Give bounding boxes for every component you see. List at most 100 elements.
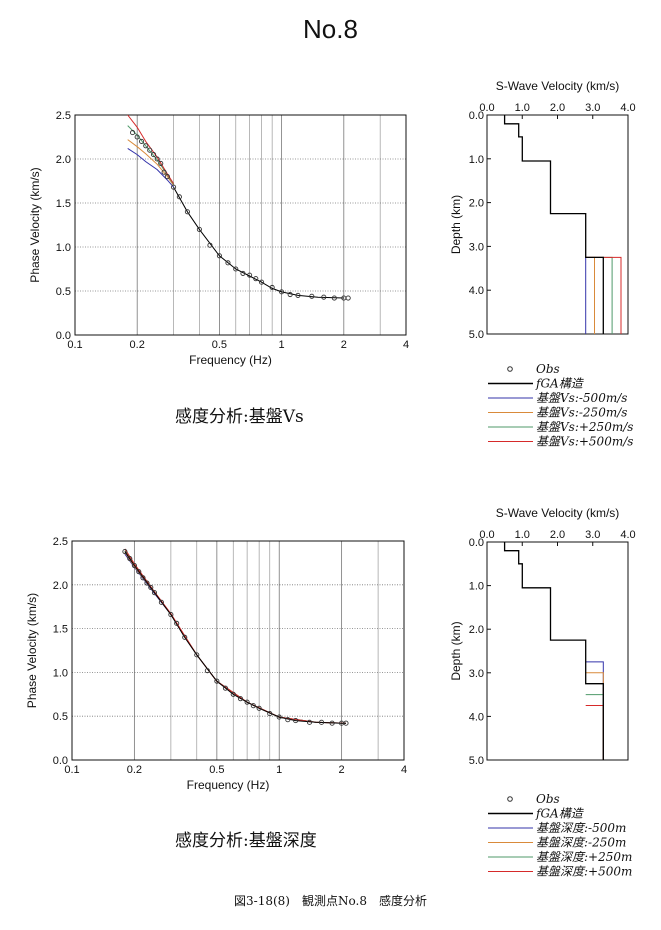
profile-variant-line bbox=[585, 256, 595, 334]
obs-point bbox=[233, 266, 239, 272]
series-line bbox=[124, 552, 347, 724]
y-tick-label: 0.0 bbox=[56, 330, 71, 342]
y-tick-label: 3.0 bbox=[469, 668, 484, 680]
obs-point bbox=[293, 718, 299, 724]
obs-point bbox=[256, 705, 262, 711]
obs-point bbox=[147, 147, 153, 153]
obs-point bbox=[176, 194, 182, 200]
obs-point bbox=[131, 562, 137, 569]
y-tick-label: 5.0 bbox=[469, 329, 484, 341]
y-tick-label: 2.0 bbox=[53, 580, 68, 592]
legend-label: 基盤深度:-250m bbox=[536, 836, 626, 850]
obs-point bbox=[230, 691, 236, 697]
obs-point bbox=[122, 548, 128, 555]
obs-point bbox=[247, 272, 253, 278]
obs-point bbox=[194, 652, 200, 658]
obs-point bbox=[318, 719, 325, 725]
series-line bbox=[127, 114, 175, 184]
obs-point bbox=[136, 569, 142, 575]
y-tick-label: 0.5 bbox=[56, 286, 71, 298]
obs-point bbox=[204, 668, 210, 674]
obs-point bbox=[127, 555, 133, 562]
obs-point bbox=[171, 184, 177, 190]
obs-point bbox=[306, 719, 313, 725]
obs-point bbox=[253, 276, 259, 282]
x-tick-label: 4.0 bbox=[620, 529, 635, 541]
x-tick-label: 3.0 bbox=[585, 102, 600, 114]
obs-point bbox=[269, 284, 275, 291]
x-tick-label: 1.0 bbox=[515, 102, 530, 114]
y-tick-label: 3.0 bbox=[469, 241, 484, 253]
obs-point bbox=[222, 685, 228, 691]
y-tick-label: 1.0 bbox=[469, 154, 484, 166]
legend-label: 基盤深度:+250m bbox=[536, 850, 632, 864]
y-tick-label: 0.0 bbox=[53, 755, 68, 767]
obs-point bbox=[151, 590, 158, 596]
obs-point bbox=[158, 160, 164, 166]
series-line bbox=[124, 548, 347, 724]
legend-label: Obs bbox=[536, 362, 560, 376]
x-tick-label: 3.0 bbox=[585, 529, 600, 541]
profile-fga-line bbox=[503, 542, 604, 760]
legend-obs-symbol bbox=[507, 796, 513, 802]
profile-variant-line bbox=[585, 694, 604, 760]
y-tick-label: 2.5 bbox=[53, 536, 68, 548]
x-tick-label: 4 bbox=[401, 764, 407, 776]
chart-dispersion-depth: 0.1 0.2 0.5 1 2 4 0.0 0.5 1.0 1.5 2.0 2.5 Frequency … bbox=[25, 536, 407, 792]
legend-label: 基盤Vs:-500m/s bbox=[536, 391, 627, 405]
obs-point bbox=[174, 620, 180, 626]
x-tick-label: 4.0 bbox=[620, 102, 635, 114]
legend-label: fGA構造 bbox=[535, 807, 584, 821]
x-tick-label: 0.2 bbox=[127, 764, 142, 776]
x-tick-label: 0.5 bbox=[209, 764, 224, 776]
x-tick-label: 0.0 bbox=[479, 529, 494, 541]
obs-point bbox=[244, 699, 250, 705]
y-tick-label: 1.5 bbox=[56, 198, 71, 210]
x-axis-label: Frequency (Hz) bbox=[187, 778, 270, 792]
obs-point bbox=[144, 580, 150, 586]
obs-point bbox=[240, 270, 246, 276]
page-title: No.8 bbox=[303, 14, 358, 44]
y-tick-label: 2.5 bbox=[56, 110, 71, 122]
legend-label: Obs bbox=[536, 792, 560, 806]
obs-point bbox=[345, 295, 351, 301]
x-tick-label: 1 bbox=[279, 339, 285, 351]
chart-title: S-Wave Velocity (km/s) bbox=[496, 79, 620, 93]
y-tick-label: 4.0 bbox=[469, 711, 484, 723]
series-line bbox=[124, 551, 346, 724]
profile-variant-line bbox=[585, 256, 613, 334]
plot-frame bbox=[74, 114, 407, 336]
obs-point bbox=[225, 260, 231, 266]
legend-label: 基盤深度:-500m bbox=[536, 821, 626, 835]
obs-point bbox=[168, 612, 174, 618]
y-tick-label: 1.0 bbox=[53, 667, 68, 679]
obs-point bbox=[267, 711, 273, 717]
profile-variant-line bbox=[585, 672, 604, 760]
x-tick-label: 0.0 bbox=[479, 102, 494, 114]
obs-point bbox=[161, 169, 167, 175]
obs-point bbox=[134, 134, 140, 140]
y-tick-label: 1.0 bbox=[469, 581, 484, 593]
legend-obs-symbol bbox=[507, 366, 513, 372]
obs-point bbox=[154, 156, 160, 162]
x-tick-label: 1 bbox=[276, 764, 282, 776]
x-tick-label: 0.1 bbox=[64, 764, 79, 776]
obs-point bbox=[295, 292, 301, 298]
obs-point bbox=[139, 138, 145, 144]
obs-point bbox=[196, 226, 202, 232]
y-axis-label: Phase Velocity (km/s) bbox=[28, 167, 42, 282]
legend-profile-depth: ObsfGA構造基盤深度:-500m基盤深度:-250m基盤深度:+250m基盤… bbox=[488, 792, 632, 879]
obs-point bbox=[140, 575, 146, 581]
obs-point bbox=[321, 294, 327, 300]
obs-point bbox=[130, 130, 136, 136]
x-tick-label: 2 bbox=[339, 764, 345, 776]
plot-frame bbox=[486, 114, 629, 335]
y-axis-label: Depth (km) bbox=[449, 195, 463, 254]
y-tick-label: 1.0 bbox=[56, 242, 71, 254]
plot-frame bbox=[486, 541, 629, 761]
obs-point bbox=[158, 599, 164, 605]
chart-profile-vs: S-Wave Velocity (km/s)0.0 1.0 2.0 3.0 4.00.0… bbox=[449, 79, 636, 341]
series-line bbox=[173, 186, 344, 299]
caption-top: 感度分析:基盤Vs bbox=[175, 407, 304, 427]
